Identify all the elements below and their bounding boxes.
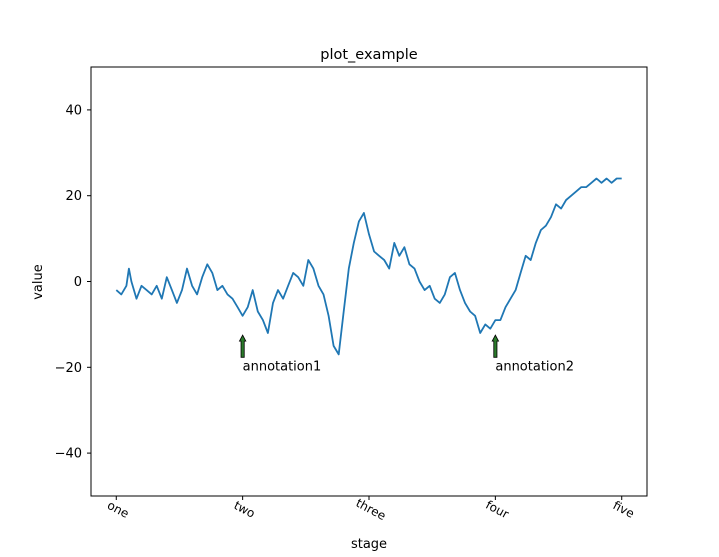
- y-tick-label: 20: [65, 189, 82, 204]
- plot-area: [91, 67, 647, 496]
- y-tick-label: −20: [55, 361, 82, 376]
- x-tick-label: three: [354, 496, 389, 523]
- y-axis-label: value: [31, 264, 46, 300]
- x-tick-label: five: [611, 498, 637, 521]
- y-tick-label: 40: [65, 103, 82, 118]
- series-line: [115, 177, 622, 356]
- x-tick-label: one: [105, 498, 131, 521]
- annotation-label: annotation1: [243, 359, 322, 374]
- annotation-arrow: [491, 334, 500, 358]
- annotation-label: annotation2: [495, 359, 574, 374]
- y-tick-label: 0: [74, 275, 82, 290]
- x-tick-label: four: [483, 498, 511, 522]
- x-axis-label: stage: [351, 537, 387, 552]
- x-tick-label: two: [232, 498, 258, 521]
- annotation-arrow: [238, 334, 247, 358]
- y-tick-label: −40: [55, 447, 82, 462]
- chart-title: plot_example: [320, 47, 418, 63]
